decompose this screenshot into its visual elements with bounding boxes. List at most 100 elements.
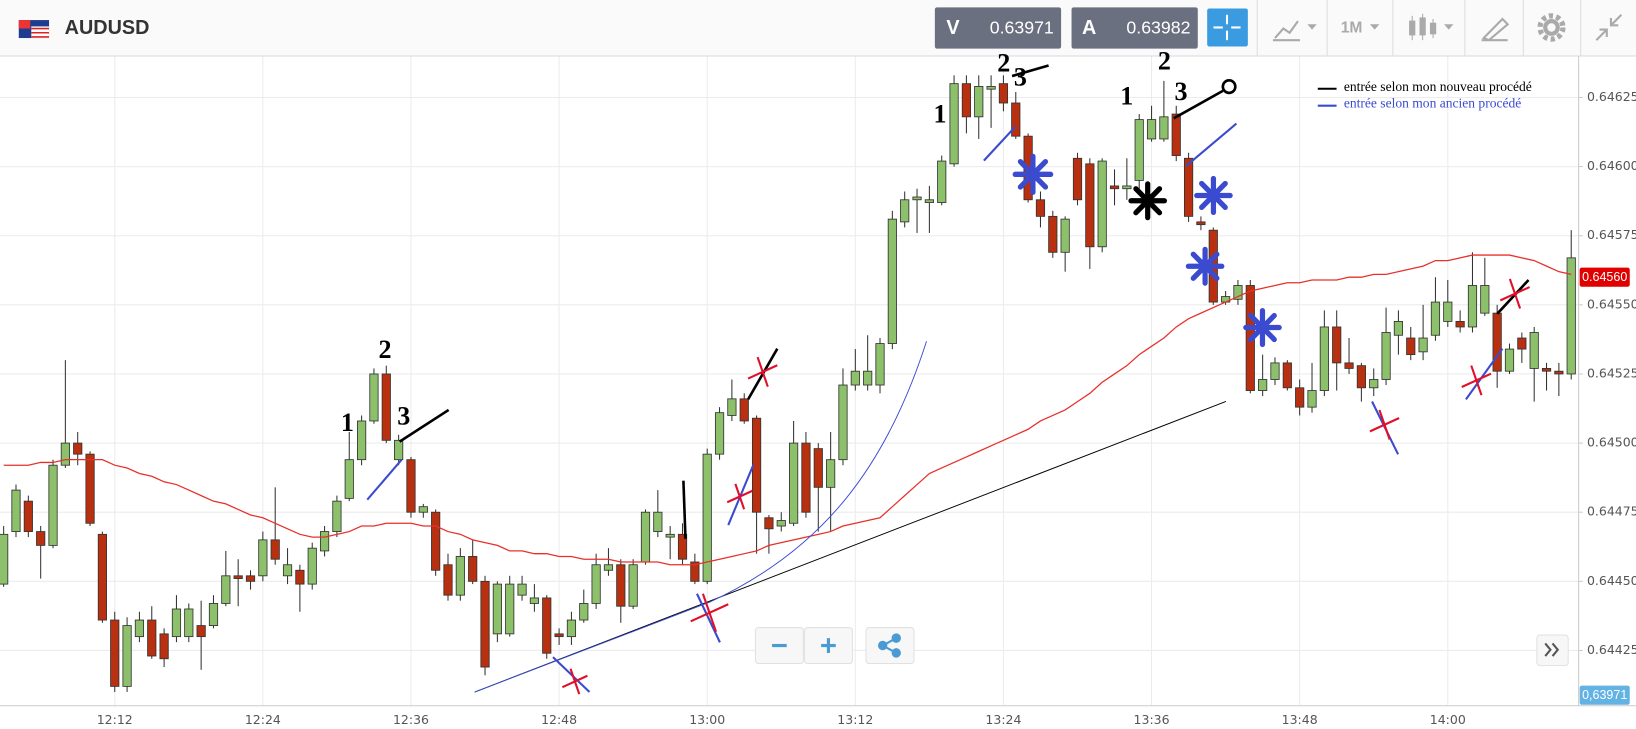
bid-button[interactable] [934, 7, 1062, 49]
candle-body [1171, 113, 1181, 156]
asterisk [1248, 312, 1277, 343]
candle-body [640, 511, 651, 563]
candle-body [1233, 285, 1243, 300]
candle-body [653, 511, 663, 532]
asterisk [1017, 158, 1049, 190]
blue-stroke [983, 126, 1016, 162]
bid-price-tag-label: 0,63971 [1582, 688, 1627, 702]
candle-body [73, 442, 83, 455]
ask-button[interactable] [1071, 7, 1198, 49]
candle-body [986, 85, 996, 90]
candle-body [665, 533, 675, 538]
black-stroke [398, 408, 450, 443]
candle-body [1270, 362, 1280, 380]
candle-body [1332, 326, 1342, 364]
candle-body [937, 160, 947, 203]
black-stroke [1173, 89, 1224, 120]
candle-body [258, 539, 268, 577]
candle-body [480, 580, 490, 668]
candle-body [1159, 116, 1169, 140]
y-tick-label: 0.64625 [1587, 89, 1636, 104]
candle-body [789, 442, 799, 524]
drawing-tool-button[interactable] [1481, 17, 1510, 42]
candle-body [887, 218, 897, 344]
candle-body [85, 453, 95, 524]
candle-body [1541, 368, 1552, 372]
ask-letter: A [1082, 17, 1096, 39]
candle-body [184, 608, 194, 638]
candle-body [147, 619, 157, 657]
candle-body [233, 575, 243, 579]
chart-type-button[interactable] [1272, 20, 1317, 42]
y-tick-label: 0.64550 [1587, 296, 1636, 311]
candle-body [443, 564, 453, 596]
candle-body [36, 531, 46, 546]
candle-body [431, 511, 441, 571]
crosshair-button[interactable] [1207, 8, 1248, 47]
timeframe[interactable]: 1M [1341, 20, 1363, 37]
candle-body [603, 564, 614, 571]
x-tick-label: 13:24 [985, 712, 1021, 727]
candle-body [1467, 285, 1478, 328]
share-button[interactable] [865, 627, 915, 665]
settings-button[interactable] [1537, 13, 1566, 42]
candle-type-button[interactable] [1409, 13, 1454, 41]
asterisk [1190, 251, 1220, 281]
candle-body [801, 442, 811, 513]
plus-icon [821, 638, 836, 653]
candle-body [122, 625, 132, 687]
candle-body [492, 583, 502, 635]
candle-body [591, 564, 601, 604]
red-cross [1470, 365, 1483, 396]
y-tick-label: 0.64450 [1587, 573, 1636, 588]
bid-letter: V [946, 17, 960, 39]
candle-body [23, 500, 33, 532]
candle-body [1122, 185, 1132, 190]
annotation-number: 1 [1120, 81, 1133, 110]
candle-body [1146, 119, 1157, 140]
ask-price: 0.63982 [1126, 17, 1190, 37]
annotation-number: 3 [1175, 77, 1188, 106]
scroll-end-button[interactable] [1536, 634, 1569, 667]
y-tick-label: 0.64600 [1587, 158, 1636, 173]
candle-body [1517, 337, 1527, 350]
red-cross [701, 593, 718, 633]
asterisk [1199, 180, 1228, 211]
y-tick-label: 0.64500 [1587, 435, 1636, 450]
flag-icon [18, 20, 50, 39]
annotation-number: 2 [378, 335, 391, 364]
red-cross [756, 356, 769, 388]
candle-body [1356, 365, 1366, 389]
black-stroke [1496, 279, 1530, 315]
annotation-number: 3 [1014, 62, 1027, 91]
candle-body [418, 506, 428, 513]
candle-body [270, 539, 280, 560]
candle-body [468, 556, 478, 582]
candle-body [1480, 285, 1490, 314]
candle-body [11, 489, 21, 532]
candle-body [1566, 257, 1576, 375]
current-price-label: 0.64560 [1582, 270, 1627, 284]
blue-stroke [366, 458, 403, 501]
bid-price: 0.63971 [990, 17, 1054, 37]
share-icon [877, 633, 901, 658]
blue-stroke [696, 593, 721, 643]
candle-body [332, 500, 342, 532]
collapse-button[interactable] [1595, 14, 1623, 41]
candle-body [134, 619, 145, 638]
candle-body [529, 597, 539, 604]
candle-body [245, 575, 256, 582]
candle-body [196, 625, 206, 638]
annotation-number: 2 [997, 48, 1010, 77]
annotation-number: 1 [341, 408, 354, 437]
black-circle [1221, 78, 1237, 95]
candle-body [863, 370, 873, 386]
candle-body [1282, 362, 1292, 389]
candle-body [319, 531, 330, 552]
candle-body [1048, 215, 1058, 253]
candle-body [961, 83, 971, 118]
x-tick-label: 14:00 [1430, 712, 1466, 727]
candle-body [97, 533, 107, 621]
candle-body [505, 583, 515, 635]
